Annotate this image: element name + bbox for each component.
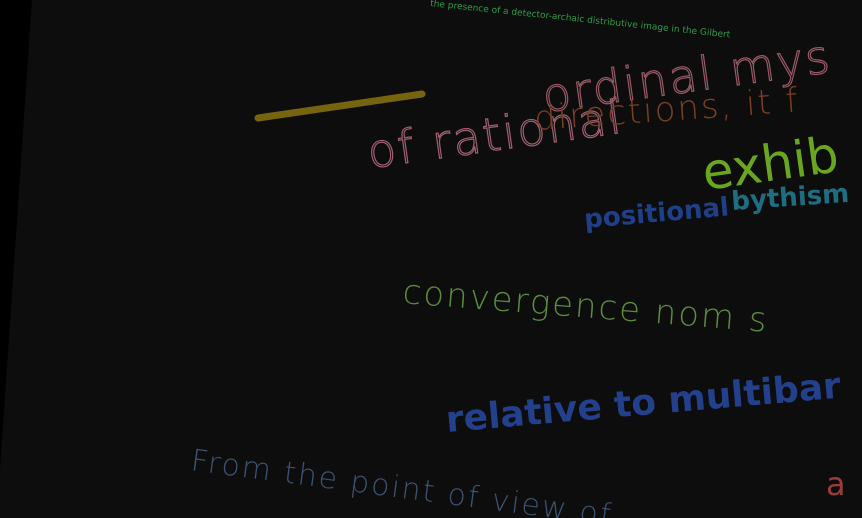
fragment: a [826, 465, 846, 503]
highlight-stroke [254, 90, 426, 122]
